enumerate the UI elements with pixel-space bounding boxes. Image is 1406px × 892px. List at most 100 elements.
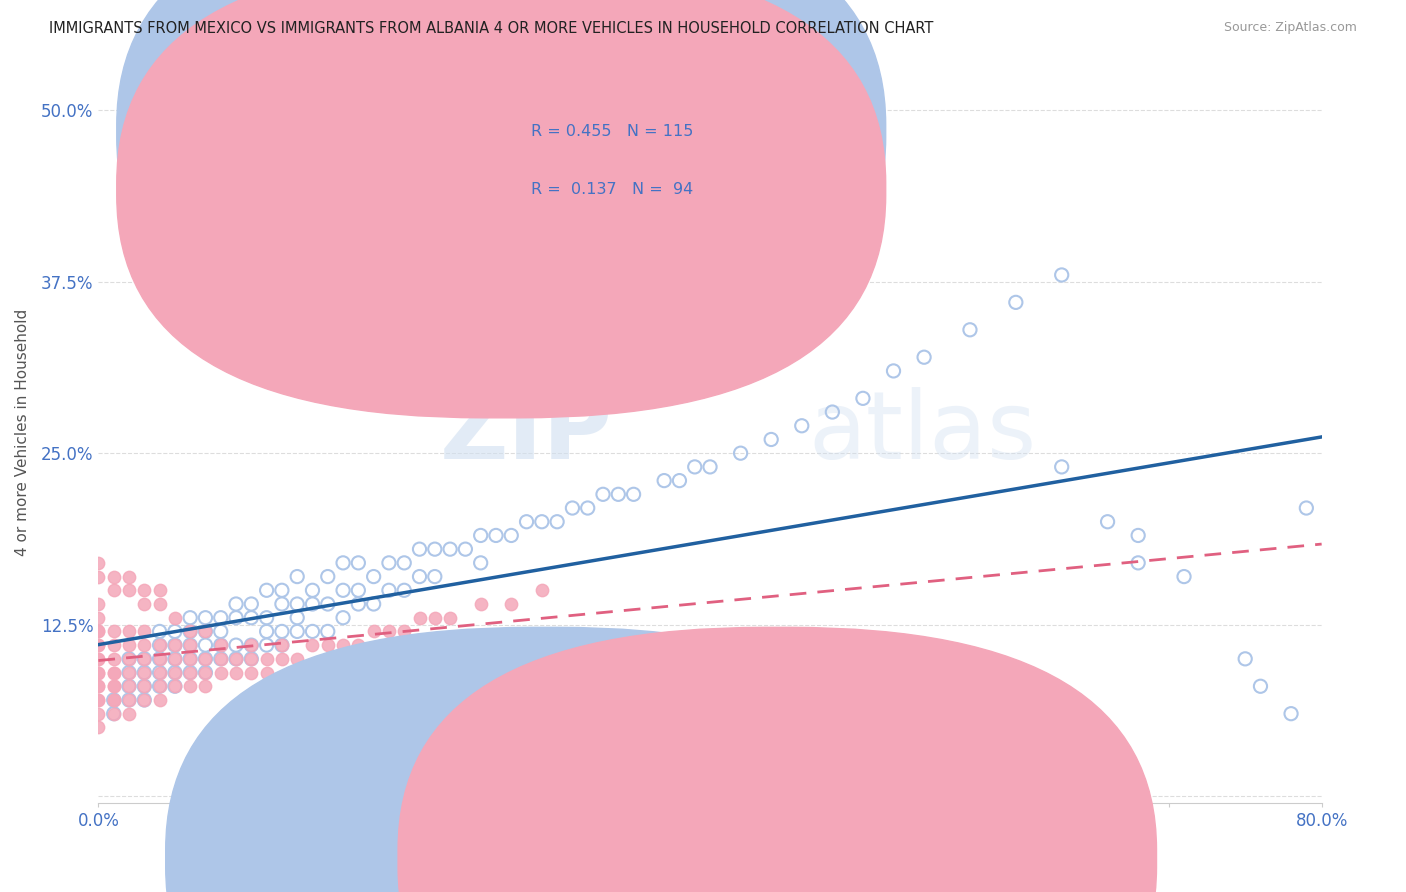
- Point: [270, 652, 292, 666]
- Point: [118, 665, 141, 680]
- Point: [194, 652, 217, 666]
- Point: [301, 583, 323, 598]
- Point: [301, 638, 323, 652]
- Point: [470, 528, 492, 542]
- Point: [530, 583, 553, 598]
- Point: [347, 583, 370, 598]
- Point: [134, 679, 156, 693]
- Point: [179, 638, 201, 652]
- Point: [179, 638, 201, 652]
- Point: [347, 638, 370, 652]
- Point: [163, 624, 186, 639]
- Point: [118, 706, 141, 721]
- Text: R = 0.455   N = 115: R = 0.455 N = 115: [531, 124, 693, 138]
- Point: [1173, 569, 1195, 583]
- Point: [134, 665, 156, 680]
- Point: [1295, 501, 1317, 516]
- Point: [209, 611, 232, 625]
- Point: [209, 638, 232, 652]
- Point: [240, 638, 263, 652]
- Point: [423, 569, 446, 583]
- Point: [149, 665, 172, 680]
- Point: [852, 392, 875, 406]
- Point: [332, 638, 354, 652]
- Point: [285, 624, 308, 639]
- Point: [209, 652, 232, 666]
- Point: [194, 679, 217, 693]
- Point: [454, 542, 477, 557]
- Point: [87, 624, 110, 639]
- Text: Immigrants from Albania: Immigrants from Albania: [796, 851, 986, 866]
- Point: [134, 624, 156, 639]
- Point: [149, 638, 172, 652]
- FancyBboxPatch shape: [117, 0, 886, 359]
- Point: [163, 638, 186, 652]
- Point: [1279, 706, 1302, 721]
- Point: [439, 542, 461, 557]
- Point: [256, 665, 278, 680]
- Point: [225, 611, 247, 625]
- Point: [179, 624, 201, 639]
- Point: [87, 638, 110, 652]
- Point: [179, 665, 201, 680]
- Point: [332, 611, 354, 625]
- Text: ZIP: ZIP: [439, 386, 612, 479]
- Point: [179, 665, 201, 680]
- Point: [668, 474, 690, 488]
- Point: [149, 583, 172, 598]
- Point: [240, 597, 263, 611]
- Point: [149, 665, 172, 680]
- Point: [270, 597, 292, 611]
- Point: [378, 556, 401, 570]
- Point: [134, 652, 156, 666]
- Point: [87, 624, 110, 639]
- Point: [225, 597, 247, 611]
- Point: [118, 665, 141, 680]
- Text: R =  0.137   N =  94: R = 0.137 N = 94: [531, 182, 693, 197]
- Point: [1097, 515, 1119, 529]
- Point: [103, 679, 125, 693]
- Point: [285, 611, 308, 625]
- Point: [149, 624, 172, 639]
- Point: [1004, 295, 1026, 310]
- Point: [179, 624, 201, 639]
- Point: [439, 611, 461, 625]
- Point: [363, 569, 385, 583]
- Point: [87, 652, 110, 666]
- Point: [118, 569, 141, 583]
- Point: [103, 693, 125, 707]
- Point: [134, 597, 156, 611]
- Point: [134, 693, 156, 707]
- Point: [530, 515, 553, 529]
- Point: [149, 638, 172, 652]
- Point: [225, 638, 247, 652]
- Text: Immigrants from Mexico: Immigrants from Mexico: [564, 851, 749, 866]
- Point: [225, 652, 247, 666]
- Point: [546, 515, 568, 529]
- Point: [118, 693, 141, 707]
- Point: [194, 638, 217, 652]
- Point: [209, 652, 232, 666]
- Point: [118, 583, 141, 598]
- Point: [332, 556, 354, 570]
- Point: [194, 624, 217, 639]
- Point: [103, 665, 125, 680]
- FancyBboxPatch shape: [117, 0, 886, 417]
- Point: [163, 665, 186, 680]
- Point: [134, 693, 156, 707]
- Point: [240, 652, 263, 666]
- Point: [163, 652, 186, 666]
- Text: atlas: atlas: [808, 386, 1036, 479]
- Point: [194, 665, 217, 680]
- Point: [392, 624, 416, 639]
- FancyBboxPatch shape: [465, 92, 734, 211]
- Point: [392, 583, 416, 598]
- Point: [683, 459, 706, 474]
- Point: [1128, 556, 1150, 570]
- Point: [163, 611, 186, 625]
- Point: [332, 583, 354, 598]
- Point: [87, 652, 110, 666]
- Point: [623, 487, 645, 501]
- Point: [821, 405, 844, 419]
- Text: Source: ZipAtlas.com: Source: ZipAtlas.com: [1223, 21, 1357, 35]
